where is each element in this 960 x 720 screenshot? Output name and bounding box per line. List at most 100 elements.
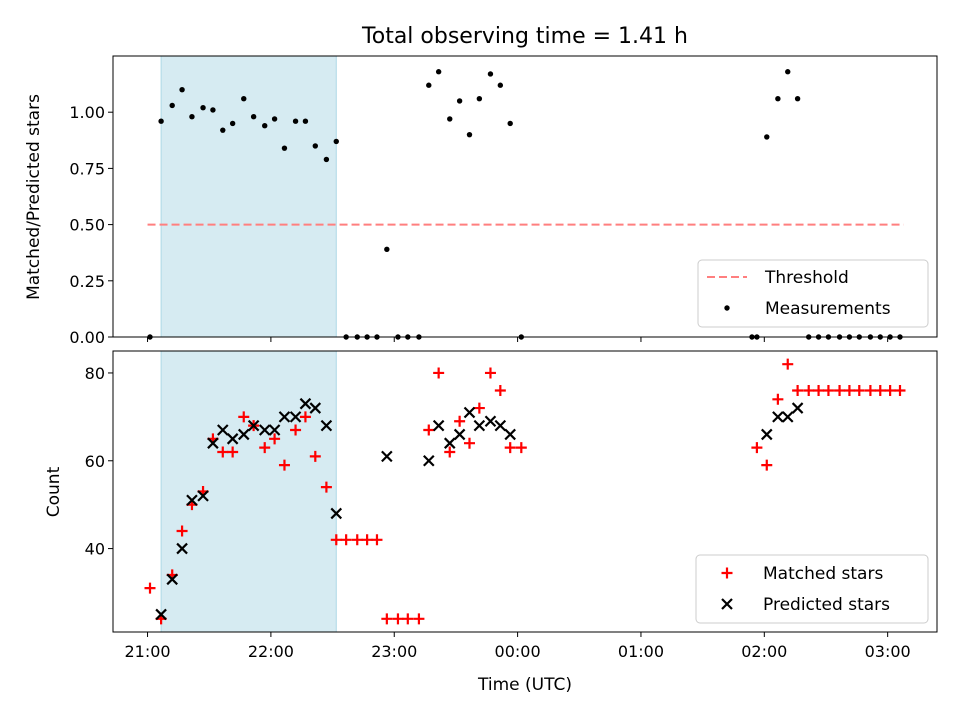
matched-star-point [751,442,763,454]
y-tick-label: 60 [85,452,105,471]
measurement-point [466,131,473,138]
matched-star-point [792,385,804,397]
predicted-star-point [268,424,281,436]
predicted-star-point [186,494,198,507]
predicted-star-point [247,419,260,432]
predicted-star-point [772,411,784,423]
predicted-star-point [781,411,794,423]
predicted-star-point [207,437,219,449]
measurement-point [764,134,770,140]
measurement-point [323,156,330,163]
predicted-star-point [237,428,250,441]
predicted-star-point [473,419,486,432]
measurement-point [447,116,453,122]
top-axes-frame [112,55,938,338]
predicted-star-point [197,490,209,502]
y-tick-label: 0.00 [69,328,105,347]
predicted-star-point [176,542,188,555]
measurement-point [250,113,257,120]
predicted-star-point [504,428,516,441]
measurement-point [229,120,236,127]
bottom-panel: 21:00 22:00 23:00 00:00 01:00 02:00 03:00 40 60 8… [85,350,938,661]
matched-star-point [371,534,383,546]
matched-star-point [874,385,886,397]
measurement-point [179,87,185,93]
y-tick-label: 80 [85,364,105,383]
matched-star-point [330,534,342,546]
legend-matched-swatch [721,567,733,579]
predicted-star-point [309,402,322,414]
matched-star-point [782,358,794,370]
predicted-star-point [226,433,239,445]
legend-measurement-label: Measurements [765,299,891,319]
matched-star-point [822,385,834,397]
measurement-point [220,127,226,133]
measurement-point [435,69,442,75]
predicted-star-point [217,424,229,436]
measurement-point [292,118,299,124]
matched-star-point [381,613,393,625]
measurement-point [507,120,513,127]
matched-star-point [217,446,229,458]
measurement-point [262,122,268,129]
y-tick-label: 1.00 [69,103,105,122]
matched-star-point [423,424,435,436]
measurement-point [158,118,164,124]
bottom-axes-frame [112,350,938,633]
legend-predicted-swatch [721,598,733,610]
y-tick-label: 0.75 [69,159,105,178]
x-tick-label: 03:00 [865,642,911,661]
matched-star-point [444,446,456,458]
measurement-point [281,145,288,151]
matched-star-point [843,385,855,397]
measurement-point [333,138,339,145]
matched-star-point [259,442,271,454]
measurement-point [794,96,801,102]
matched-star-point [144,582,156,594]
matched-star-point [473,402,485,414]
shaded-time-span [160,350,337,633]
top-panel: 0.00 0.25 0.50 0.75 1.00 Threshold Measurement… [69,55,938,347]
measurement-point [426,82,432,88]
matched-star-point [433,367,445,379]
measurement-point [785,69,791,75]
x-tick-label: 21:00 [124,642,170,661]
predicted-star-point [289,411,302,423]
measurement-point [497,82,504,88]
matched-star-point [484,367,496,379]
predicted-star-point [443,437,456,449]
y-tick-label: 0.25 [69,272,105,291]
chart-title: Total observing time = 1.41 h [361,24,688,49]
legend-threshold-label: Threshold [764,268,849,288]
top-y-axis-label: Matched/Predicted stars [24,94,44,300]
matched-star-point [309,450,321,462]
predicted-star-point [299,397,312,410]
measurement-point [189,113,195,120]
predicted-star-point [494,419,507,432]
x-axis-label: Time (UTC) [477,675,572,695]
matched-star-point [392,613,404,625]
predicted-star-point [423,454,435,467]
matched-star-point [834,385,846,397]
legend-measurement-swatch [724,305,730,311]
matched-star-point [320,481,332,493]
measurement-point [312,143,318,149]
predicted-star-point [432,419,445,432]
measurement-point [271,116,278,122]
measurement-point [384,246,390,253]
matched-star-point [290,424,302,436]
x-tick-label: 02:00 [741,642,787,661]
predicted-star-point [278,411,291,423]
legend-predicted-label: Predicted stars [763,595,890,615]
matched-star-point [413,613,425,625]
matched-star-point [238,411,250,423]
predicted-star-point [453,428,466,441]
measurement-point [775,96,781,102]
matched-star-point [176,525,188,537]
predicted-star-point [381,450,393,463]
y-tick-label: 0.50 [69,216,105,235]
matched-star-point [351,534,363,546]
measurement-point [487,71,494,77]
measurement-point [210,107,216,113]
